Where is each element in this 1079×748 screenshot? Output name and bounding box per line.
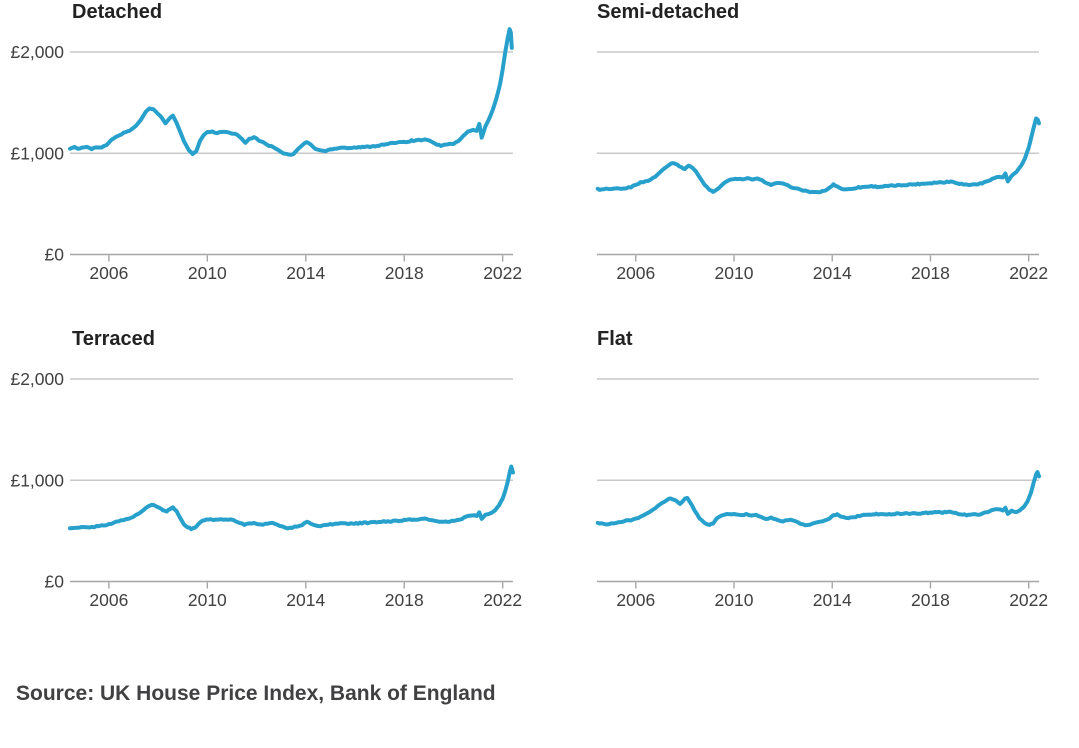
- chart-plot-semi-detached: 2006 2010 2014 2018 2022: [595, 51, 1048, 283]
- chart-plot-detached: 2006 2010 2014 2018 2022 £0 £1,000 £2,000: [10, 27, 522, 283]
- x-tick-label: 2006: [616, 263, 655, 283]
- x-tick-label: 2006: [616, 590, 655, 610]
- x-tick-label: 2022: [483, 263, 522, 283]
- x-tick-label: 2006: [89, 263, 128, 283]
- x-tick-label: 2010: [715, 263, 754, 283]
- series-line: [68, 27, 514, 157]
- series-line: [68, 464, 515, 532]
- y-tick-label: £2,000: [10, 42, 64, 62]
- x-tick-label: 2014: [286, 263, 325, 283]
- source-note: Source: UK House Price Index, Bank of En…: [16, 682, 496, 705]
- x-tick-label: 2010: [188, 263, 227, 283]
- chart-semi-detached: Semi-detached 2006 2010 2014 2018 2022: [540, 0, 1079, 300]
- chart-title-semi-detached: Semi-detached: [597, 1, 740, 23]
- series-line: [595, 470, 1041, 528]
- y-tick-label: £1,000: [10, 143, 64, 163]
- y-tick-label: £2,000: [10, 369, 64, 389]
- y-tick-label: £0: [45, 572, 65, 592]
- x-tick-label: 2022: [1009, 590, 1048, 610]
- x-tick-label: 2014: [813, 263, 852, 283]
- x-tick-label: 2010: [715, 590, 754, 610]
- x-tick-label: 2006: [89, 590, 128, 610]
- chart-detached: Detached 2006 2010 2014 2018 2022 £0 £1,000 £2,…: [0, 0, 540, 300]
- x-tick-label: 2018: [385, 263, 424, 283]
- x-tick-label: 2018: [911, 590, 950, 610]
- x-tick-label: 2014: [813, 590, 852, 610]
- x-tick-label: 2010: [188, 590, 227, 610]
- chart-flat: Flat 2006 2010 2014 2018 2022: [540, 327, 1079, 627]
- chart-title-terraced: Terraced: [72, 328, 156, 350]
- chart-terraced: Terraced 2006 2010 2014 2018 2022 £0 £1,000 £2,…: [0, 327, 540, 627]
- series-line: [595, 116, 1041, 195]
- chart-plot-flat: 2006 2010 2014 2018 2022: [595, 378, 1048, 610]
- y-tick-label: £1,000: [10, 470, 64, 490]
- x-tick-label: 2018: [911, 263, 950, 283]
- x-tick-label: 2018: [385, 590, 424, 610]
- x-tick-label: 2022: [483, 590, 522, 610]
- x-tick-label: 2022: [1009, 263, 1048, 283]
- source-line: Source: UK House Price Index, Bank of En…: [16, 682, 496, 706]
- y-tick-label: £0: [45, 245, 65, 265]
- chart-title-flat: Flat: [597, 328, 633, 350]
- x-tick-label: 2014: [286, 590, 325, 610]
- chart-title-detached: Detached: [72, 1, 163, 23]
- chart-plot-terraced: 2006 2010 2014 2018 2022 £0 £1,000 £2,000: [10, 369, 522, 610]
